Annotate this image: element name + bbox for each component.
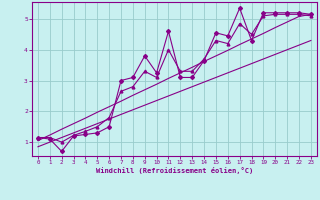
X-axis label: Windchill (Refroidissement éolien,°C): Windchill (Refroidissement éolien,°C) <box>96 167 253 174</box>
